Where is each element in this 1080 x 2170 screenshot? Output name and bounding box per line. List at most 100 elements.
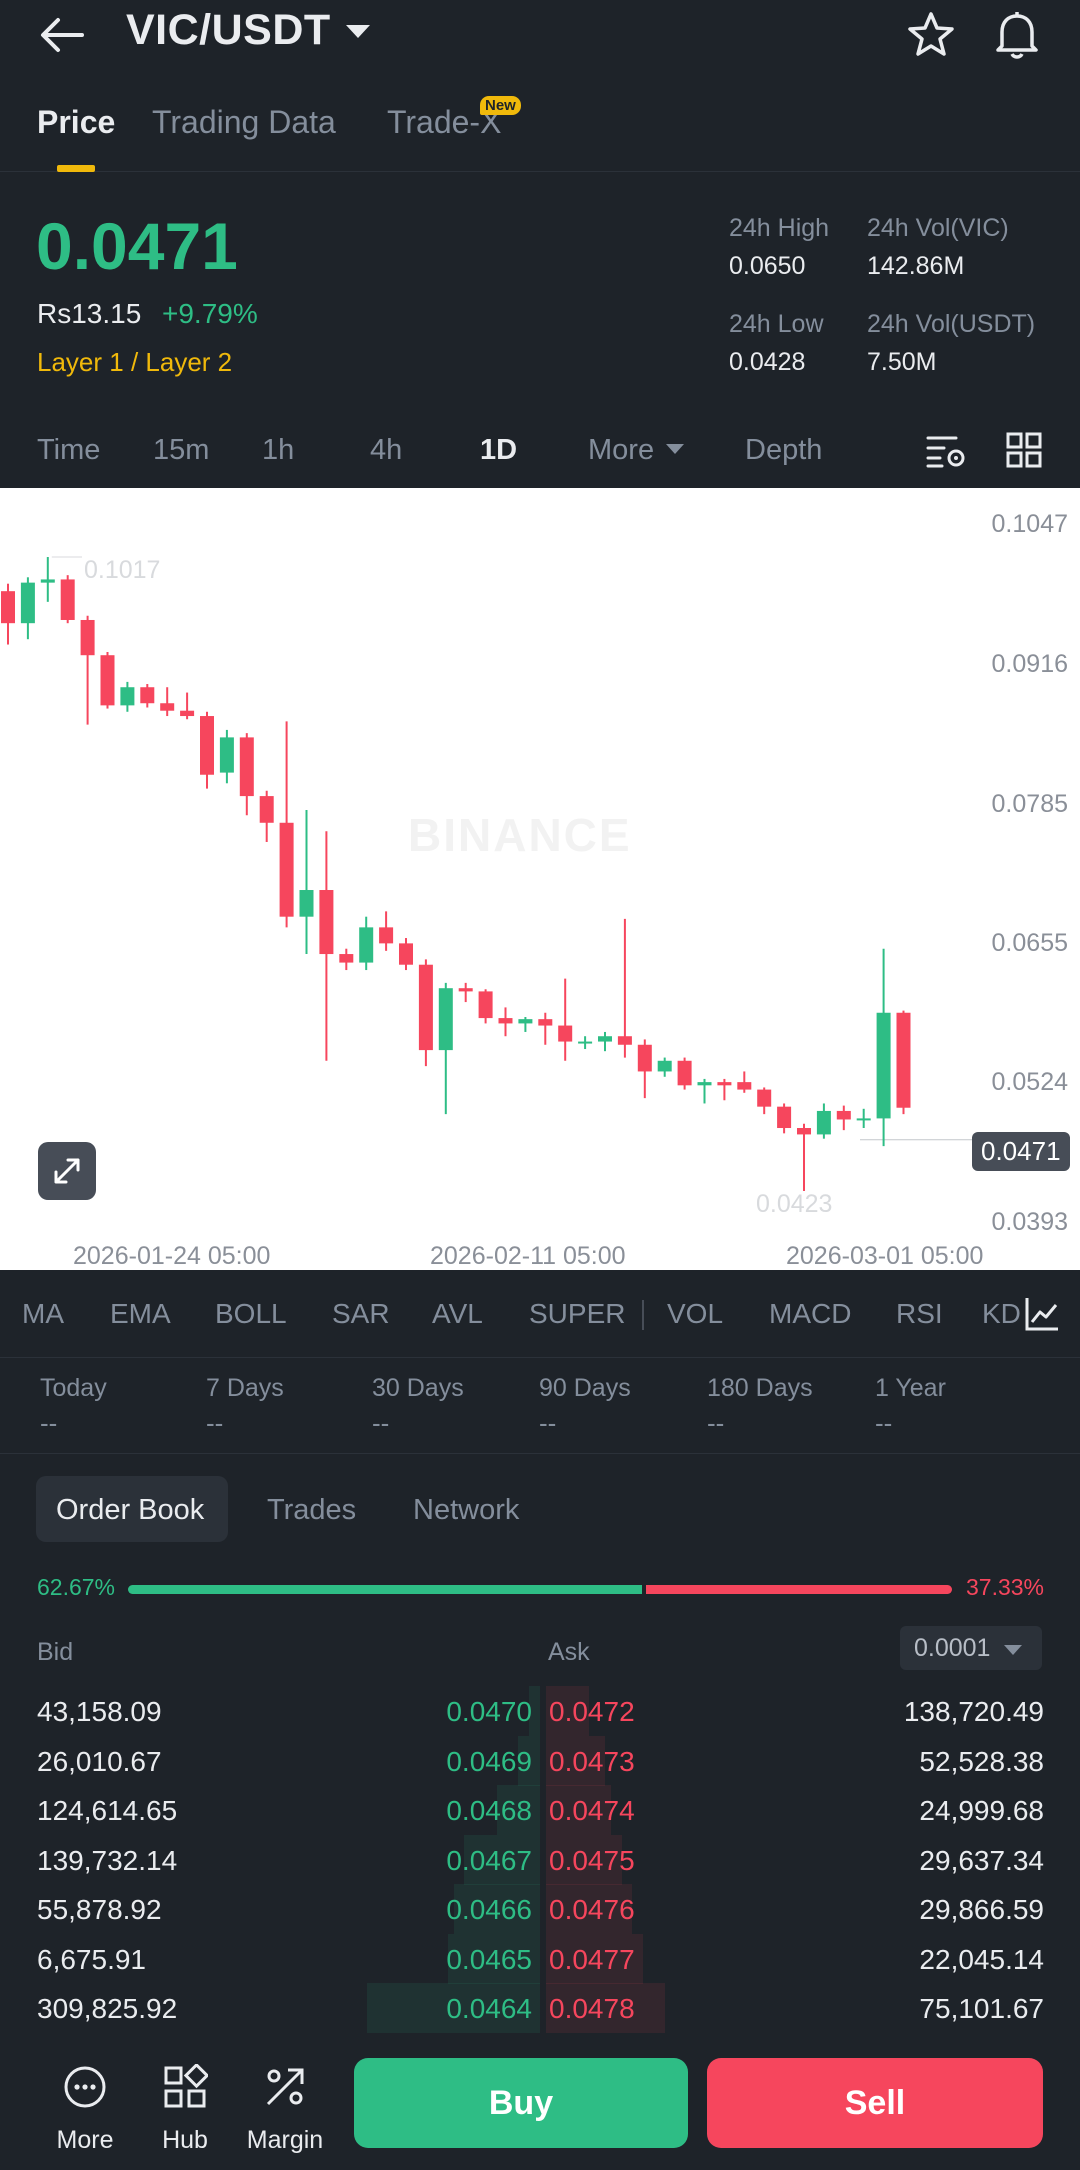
precision-select[interactable]: 0.0001 <box>900 1626 1042 1670</box>
y-tick: 0.0393 <box>991 1208 1068 1236</box>
ask-price: 0.0473 <box>549 1745 635 1777</box>
indicator-super[interactable]: SUPER <box>529 1298 626 1329</box>
interval-time[interactable]: Time <box>37 434 101 466</box>
star-icon[interactable] <box>906 10 956 60</box>
indicator-ma[interactable]: MA <box>22 1298 64 1329</box>
margin-nav-button[interactable]: Margin <box>240 2040 330 2170</box>
sell-button[interactable]: Sell <box>707 2058 1043 2148</box>
ask-ratio-bar <box>646 1585 952 1594</box>
fiat-price: Rs13.15 <box>37 298 142 329</box>
ask-quantity: 22,045.14 <box>919 1943 1044 1975</box>
interval-4h[interactable]: 4h <box>370 434 403 466</box>
candle <box>140 684 155 708</box>
tab-price[interactable]: Price <box>37 104 116 140</box>
order-book-row[interactable]: 26,010.67 0.0469 0.0473 52,528.38 <box>0 1735 1080 1786</box>
candle <box>279 721 294 928</box>
candlestick-chart[interactable] <box>0 488 1080 1270</box>
order-book-row[interactable]: 309,825.92 0.0464 0.0478 75,101.67 <box>0 1983 1080 2033</box>
candle <box>816 1103 831 1139</box>
bid-quantity: 139,732.14 <box>37 1844 178 1876</box>
tab-trades[interactable]: Trades <box>267 1494 357 1526</box>
pair-title[interactable]: VIC/USDT <box>126 6 331 54</box>
indicator-settings-icon[interactable] <box>1024 1296 1060 1332</box>
arrow-left-icon[interactable] <box>38 12 86 58</box>
candle <box>180 692 195 720</box>
page-tabs: Price Trading Data Trade-X <box>0 90 1080 172</box>
sector-tag[interactable]: Layer 1 / Layer 2 <box>37 347 233 377</box>
interval-1h[interactable]: 1h <box>262 434 295 466</box>
tab-network[interactable]: Network <box>413 1494 520 1526</box>
expand-chart-button[interactable] <box>38 1142 96 1200</box>
candle <box>717 1078 732 1101</box>
ask-depth-bar <box>546 1735 606 1786</box>
indicator-sar[interactable]: SAR <box>332 1298 390 1329</box>
x-tick: 2026-03-01 05:00 <box>786 1242 984 1270</box>
indicator-ema[interactable]: EMA <box>110 1298 171 1329</box>
ask-quantity: 75,101.67 <box>919 1993 1044 2024</box>
candle <box>1 583 15 645</box>
candle <box>836 1105 851 1131</box>
bell-icon[interactable] <box>992 8 1042 60</box>
high-marker-label: 0.1017 <box>84 556 161 584</box>
ask-price: 0.0477 <box>549 1943 635 1975</box>
hub-nav-button[interactable]: Hub <box>140 2040 230 2170</box>
layout-grid-icon[interactable] <box>1006 432 1042 468</box>
pair-dropdown-icon[interactable] <box>346 25 370 38</box>
candle <box>299 809 314 955</box>
chevron-down-icon <box>666 444 684 454</box>
bid-price: 0.0467 <box>446 1844 532 1876</box>
candle <box>598 1031 612 1052</box>
bid-ratio: 62.67% <box>37 1574 116 1600</box>
ask-ratio: 37.33% <box>965 1574 1044 1600</box>
indicator-kd[interactable]: KD <box>982 1298 1021 1329</box>
tab-order-book[interactable]: Order Book <box>56 1494 205 1526</box>
bid-price: 0.0469 <box>446 1745 532 1777</box>
current-price-tag: 0.0471 <box>972 1132 1070 1171</box>
chart-settings-icon[interactable] <box>926 432 966 470</box>
tab-trading-data[interactable]: Trading Data <box>152 104 336 140</box>
order-book-row[interactable]: 43,158.09 0.0470 0.0472 138,720.49 <box>0 1686 1080 1736</box>
candle <box>896 1010 911 1115</box>
bid-depth-bar <box>453 1884 540 1934</box>
ask-price: 0.0472 <box>549 1696 635 1727</box>
bid-column-header: Bid <box>37 1638 74 1666</box>
interval-15m[interactable]: 15m <box>153 434 210 466</box>
stat-high-value: 0.0650 <box>729 252 806 280</box>
bid-depth-bar <box>529 1686 540 1736</box>
price-chart[interactable]: BINANCE 0.1047 0.0916 0.0785 0.0655 0.05… <box>0 488 1080 1270</box>
ask-price: 0.0475 <box>549 1844 635 1876</box>
order-book-row[interactable]: 124,614.65 0.0468 0.0474 24,999.68 <box>0 1785 1080 1835</box>
x-tick: 2026-01-24 05:00 <box>73 1242 271 1270</box>
order-book-row[interactable]: 55,878.92 0.0466 0.0476 29,866.59 <box>0 1884 1080 1934</box>
last-price: 0.0471 <box>36 209 238 283</box>
indicator-boll[interactable]: BOLL <box>215 1298 287 1329</box>
interval-1d[interactable]: 1D <box>480 434 518 466</box>
indicator-vol[interactable]: VOL <box>667 1298 724 1329</box>
buy-button[interactable]: Buy <box>354 2058 688 2148</box>
chevron-down-icon <box>1004 1645 1022 1655</box>
more-nav-button[interactable]: More <box>40 2040 130 2170</box>
interval-more[interactable]: More <box>588 434 655 466</box>
bid-depth-bar <box>367 1983 540 2033</box>
ask-price: 0.0478 <box>549 1993 635 2024</box>
ask-price: 0.0476 <box>549 1894 635 1925</box>
perf-label-7d: 7 Days <box>206 1374 284 1402</box>
candle <box>160 687 175 717</box>
ask-price: 0.0474 <box>549 1795 635 1826</box>
ask-depth-bar <box>546 1686 590 1736</box>
candle <box>120 681 135 712</box>
active-book-tab-bg <box>36 1476 228 1542</box>
chart-watermark: BINANCE <box>408 809 632 861</box>
bottom-action-bar: More Hub Margin Buy Sell <box>0 2040 1080 2170</box>
low-marker-label: 0.0423 <box>756 1190 833 1218</box>
order-book-row[interactable]: 6,675.91 0.0465 0.0477 22,045.14 <box>0 1933 1080 1984</box>
interval-depth[interactable]: Depth <box>745 434 823 466</box>
indicator-rsi[interactable]: RSI <box>896 1298 943 1329</box>
indicator-avl[interactable]: AVL <box>432 1298 483 1329</box>
y-tick: 0.0524 <box>991 1068 1068 1096</box>
ask-depth-bar <box>546 1933 644 1984</box>
indicator-macd[interactable]: MACD <box>769 1298 852 1329</box>
order-book-row[interactable]: 139,732.14 0.0467 0.0475 29,637.34 <box>0 1834 1080 1885</box>
bid-price: 0.0466 <box>446 1894 532 1925</box>
candle <box>259 790 274 842</box>
